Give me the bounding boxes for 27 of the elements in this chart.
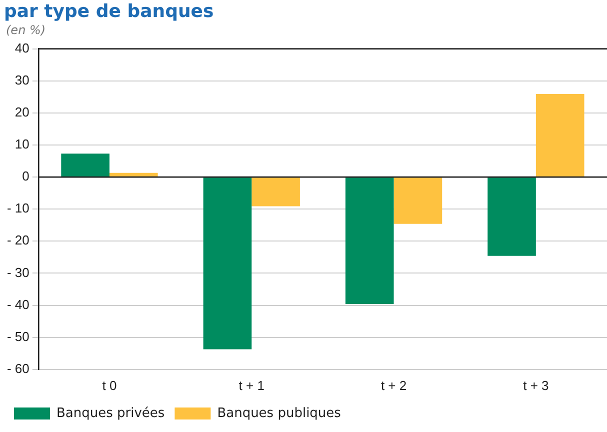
y-tick-label: 10 (14, 136, 30, 152)
bar (394, 178, 442, 224)
bar (345, 178, 394, 304)
x-tick-label: t + 3 (523, 378, 549, 393)
y-tick-label: - 50 (6, 328, 30, 344)
legend-label: Banques privées (56, 406, 165, 421)
x-tick-label: t + 2 (380, 378, 407, 393)
y-tick-label: - 40 (6, 296, 30, 312)
bar (109, 172, 158, 177)
chart-subtitle: (en %) (5, 22, 47, 38)
y-tick-label: - 10 (6, 200, 30, 216)
y-tick-label: 30 (14, 72, 30, 88)
x-tick-label: t 0 (102, 378, 117, 393)
chart-title: par type de banques (3, 0, 215, 22)
bar (203, 178, 252, 350)
bar (61, 154, 110, 177)
y-tick-label: 0 (22, 168, 30, 184)
x-tick-label: t + 1 (238, 378, 264, 393)
bar (488, 178, 536, 256)
y-tick-label: - 60 (6, 360, 30, 376)
y-tick-label: 40 (14, 40, 30, 56)
y-tick-label: 20 (14, 104, 30, 120)
y-tick-label: - 20 (6, 232, 30, 248)
bar (536, 94, 584, 177)
y-tick-label: - 30 (6, 264, 30, 280)
legend-label: Banques publiques (217, 406, 342, 421)
bar (252, 178, 300, 206)
